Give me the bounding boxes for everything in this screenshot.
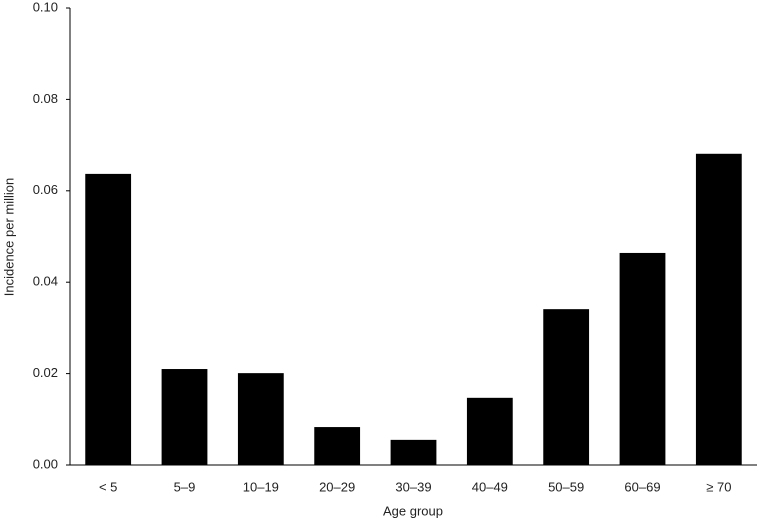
bar bbox=[314, 427, 361, 465]
x-tick-label: 5–9 bbox=[174, 479, 196, 494]
y-tick-label: 0.04 bbox=[33, 274, 58, 289]
x-tick-label: 40–49 bbox=[472, 479, 508, 494]
bar bbox=[543, 309, 590, 465]
y-tick-label: 0.06 bbox=[33, 182, 58, 197]
x-tick-label: < 5 bbox=[99, 479, 117, 494]
y-tick-label: 0.10 bbox=[33, 0, 58, 14]
x-tick-label: ≥ 70 bbox=[706, 479, 731, 494]
bar bbox=[695, 153, 742, 465]
y-axis-label: Incidence per million bbox=[1, 178, 16, 297]
y-tick-label: 0.00 bbox=[33, 456, 58, 471]
x-axis-label: Age group bbox=[383, 503, 443, 518]
y-tick-label: 0.02 bbox=[33, 365, 58, 380]
x-tick-label: 60–69 bbox=[624, 479, 660, 494]
bar bbox=[161, 369, 208, 465]
bar bbox=[390, 439, 437, 465]
bar bbox=[237, 373, 284, 465]
y-tick-label: 0.08 bbox=[33, 91, 58, 106]
x-tick-label: 30–39 bbox=[395, 479, 431, 494]
bar bbox=[466, 397, 513, 465]
x-tick-label: 50–59 bbox=[548, 479, 584, 494]
x-tick-label: 20–29 bbox=[319, 479, 355, 494]
x-tick-label: 10–19 bbox=[243, 479, 279, 494]
bar bbox=[85, 173, 132, 466]
bar bbox=[619, 252, 666, 465]
